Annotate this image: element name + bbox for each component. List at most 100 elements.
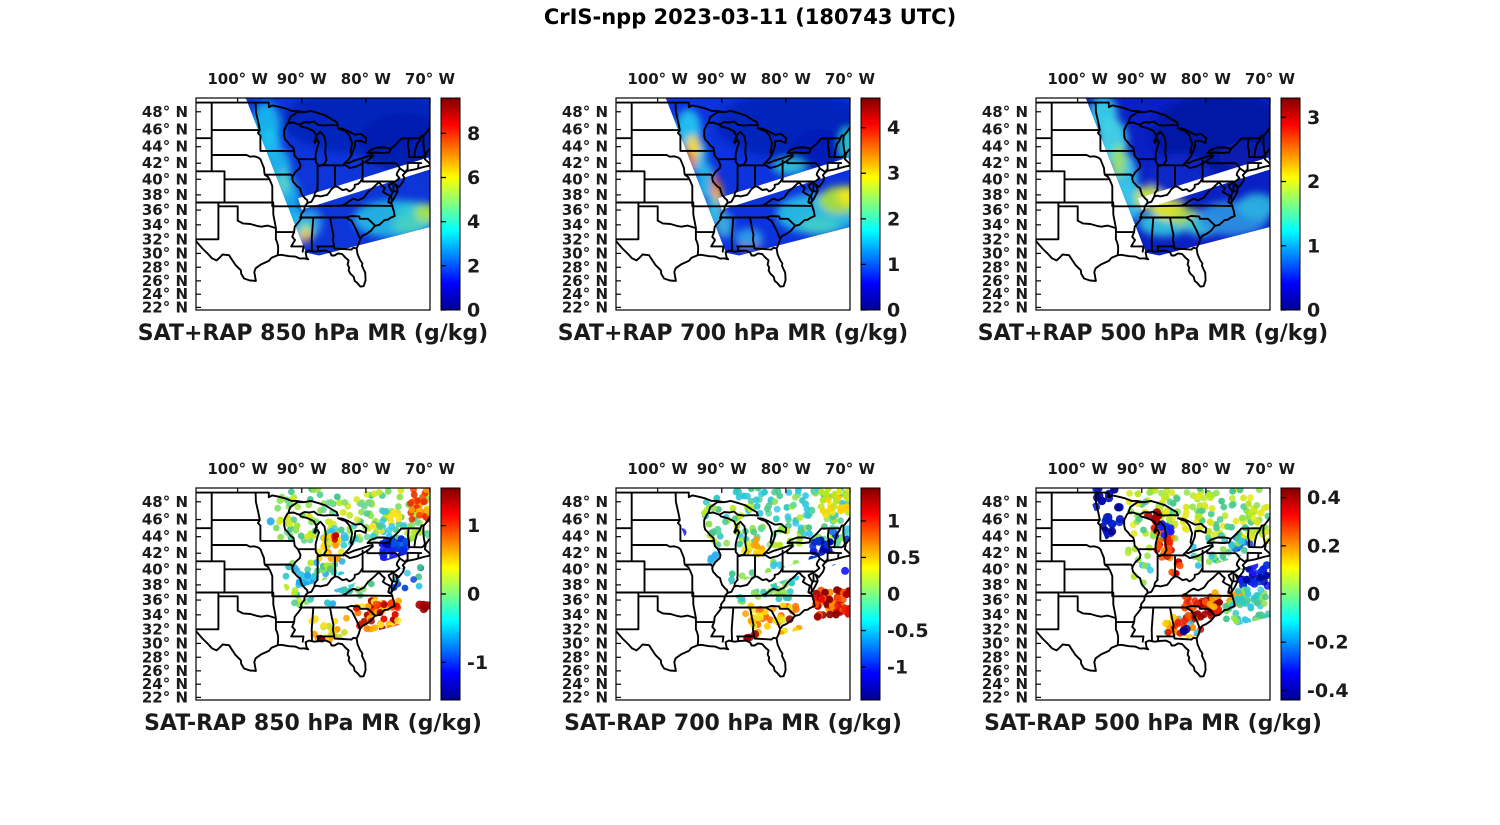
lat-tick-label: 24° N bbox=[142, 285, 188, 303]
lat-tick-label: 22° N bbox=[142, 688, 188, 706]
colorbar-tick-label: 1 bbox=[887, 510, 900, 532]
panel-sat-minus-rap-850: 100° W 90° W 80° W 70° W 48° N 46° N 44° N 42° … bbox=[90, 440, 510, 740]
lat-tick-label: 36° N bbox=[142, 591, 188, 609]
lon-tick-label: 100° W bbox=[1047, 460, 1108, 478]
lat-tick-label: 44° N bbox=[982, 528, 1028, 546]
lat-tick-label: 32° N bbox=[142, 230, 188, 248]
lon-tick-label: 80° W bbox=[761, 460, 812, 478]
lat-tick-label: 30° N bbox=[142, 244, 188, 262]
colorbar-tick-label: -1 bbox=[887, 657, 908, 679]
lat-tick-label: 44° N bbox=[562, 138, 608, 156]
lat-tick-label: 38° N bbox=[142, 576, 188, 594]
colorbar-tick-label: 1 bbox=[467, 515, 480, 537]
colorbar-tick-label: 0 bbox=[887, 584, 900, 606]
lat-tick-label: 28° N bbox=[982, 258, 1028, 276]
panel-title: SAT+RAP 700 hPa MR (g/kg) bbox=[558, 321, 908, 346]
lat-tick-label: 30° N bbox=[562, 244, 608, 262]
lat-tick-label: 38° N bbox=[562, 186, 608, 204]
lat-tick-label: 36° N bbox=[562, 201, 608, 219]
lat-tick-label: 28° N bbox=[142, 258, 188, 276]
lat-tick-label: 34° N bbox=[982, 606, 1028, 624]
lat-tick-label: 42° N bbox=[562, 544, 608, 562]
lat-tick-label: 26° N bbox=[142, 272, 188, 290]
lon-tick-label: 90° W bbox=[1117, 460, 1168, 478]
lon-tick-label: 90° W bbox=[1117, 70, 1168, 88]
lat-tick-label: 32° N bbox=[562, 620, 608, 638]
lat-tick-label: 34° N bbox=[562, 606, 608, 624]
lat-tick-label: 26° N bbox=[982, 272, 1028, 290]
colorbar-tick-label: 0.2 bbox=[1307, 535, 1341, 557]
lon-tick-label: 100° W bbox=[627, 460, 688, 478]
lon-tick-label: 70° W bbox=[825, 70, 876, 88]
lon-tick-label: 80° W bbox=[1181, 70, 1232, 88]
lat-tick-label: 30° N bbox=[562, 634, 608, 652]
map-sat-minus-rap-700: 100° W 90° W 80° W 70° W 48° N46° N44° N42° … bbox=[510, 440, 930, 740]
lat-tick-label: 38° N bbox=[982, 576, 1028, 594]
lon-tick-label: 80° W bbox=[1181, 460, 1232, 478]
lat-tick-label: 32° N bbox=[562, 230, 608, 248]
lat-tick-label: 44° N bbox=[982, 138, 1028, 156]
colorbar-tick-label: 3 bbox=[1307, 107, 1320, 129]
panel-title: SAT+RAP 850 hPa MR (g/kg) bbox=[138, 321, 488, 346]
lon-tick-label: 70° W bbox=[405, 460, 456, 478]
panel-sat-plus-rap-700: 100° W 90° W 80° W 70° W 48° N 46° N 44° N 42° … bbox=[510, 50, 930, 350]
lat-tick-label: 28° N bbox=[142, 648, 188, 666]
lat-tick-label: 24° N bbox=[982, 675, 1028, 693]
lat-tick-label: 22° N bbox=[982, 688, 1028, 706]
colorbar bbox=[440, 97, 461, 311]
colorbar-tick-label: 0 bbox=[1307, 300, 1320, 322]
lat-tick-label: 40° N bbox=[982, 170, 1028, 188]
lat-tick-label: 24° N bbox=[142, 675, 188, 693]
lat-tick-label: 46° N bbox=[982, 511, 1028, 529]
lat-tick-label: 30° N bbox=[982, 634, 1028, 652]
figure-title: CrIS-npp 2023-03-11 (180743 UTC) bbox=[543, 5, 957, 29]
lat-tick-label: 36° N bbox=[142, 201, 188, 219]
map-sat-minus-rap-500: 100° W 90° W 80° W 70° W 48° N46° N44° N42° … bbox=[930, 440, 1350, 740]
lat-tick-label: 44° N bbox=[562, 528, 608, 546]
lat-tick-label: 24° N bbox=[562, 675, 608, 693]
lat-tick-label: 30° N bbox=[142, 634, 188, 652]
lon-tick-label: 70° W bbox=[405, 70, 456, 88]
lon-tick-label: 100° W bbox=[207, 460, 268, 478]
colorbar-tick-label: 6 bbox=[467, 167, 480, 189]
lat-tick-label: 44° N bbox=[142, 528, 188, 546]
map-sat-minus-rap-850: 100° W 90° W 80° W 70° W 48° N46° N44° N42° … bbox=[90, 440, 510, 740]
lon-tick-label: 70° W bbox=[1245, 460, 1296, 478]
lon-tick-label: 70° W bbox=[825, 460, 876, 478]
lat-tick-label: 44° N bbox=[142, 138, 188, 156]
lat-tick-label: 48° N bbox=[562, 493, 608, 511]
lat-tick-label: 48° N bbox=[142, 493, 188, 511]
lat-tick-label: 30° N bbox=[982, 244, 1028, 262]
lat-tick-label: 32° N bbox=[142, 620, 188, 638]
lat-tick-label: 48° N bbox=[562, 103, 608, 121]
lat-tick-label: 26° N bbox=[982, 662, 1028, 680]
panel-sat-plus-rap-850: 100° W 90° W 80° W 70° W 48° N 46° N 44° N 42° … bbox=[90, 50, 510, 350]
lon-tick-label: 100° W bbox=[627, 70, 688, 88]
colorbar-tick-label: 0 bbox=[467, 584, 480, 606]
colorbar-tick-label: 0 bbox=[1307, 584, 1320, 606]
colorbar-tick-label: 0.5 bbox=[887, 547, 921, 569]
lat-tick-label: 28° N bbox=[982, 648, 1028, 666]
lat-tick-label: 26° N bbox=[562, 662, 608, 680]
panel-sat-plus-rap-500: 100° W 90° W 80° W 70° W 48° N 46° N 44° N 42° … bbox=[930, 50, 1350, 350]
lat-tick-label: 42° N bbox=[982, 154, 1028, 172]
lat-tick-label: 22° N bbox=[562, 298, 608, 316]
lon-tick-label: 100° W bbox=[207, 70, 268, 88]
lat-tick-label: 32° N bbox=[982, 620, 1028, 638]
colorbar bbox=[860, 97, 881, 311]
lat-tick-label: 48° N bbox=[982, 103, 1028, 121]
panel-title: SAT-RAP 700 hPa MR (g/kg) bbox=[564, 711, 902, 736]
colorbar-tick-label: 4 bbox=[467, 211, 480, 233]
lat-tick-label: 22° N bbox=[562, 688, 608, 706]
lat-tick-label: 40° N bbox=[142, 170, 188, 188]
colorbar-tick-label: 2 bbox=[1307, 171, 1320, 193]
lat-tick-label: 24° N bbox=[982, 285, 1028, 303]
colorbar-tick-label: 8 bbox=[467, 123, 480, 145]
colorbar-tick-label: 1 bbox=[1307, 235, 1320, 257]
lat-tick-label: 32° N bbox=[982, 230, 1028, 248]
lat-tick-label: 42° N bbox=[142, 154, 188, 172]
lat-tick-label: 36° N bbox=[562, 591, 608, 609]
lat-tick-label: 34° N bbox=[562, 216, 608, 234]
lat-tick-label: 38° N bbox=[142, 186, 188, 204]
